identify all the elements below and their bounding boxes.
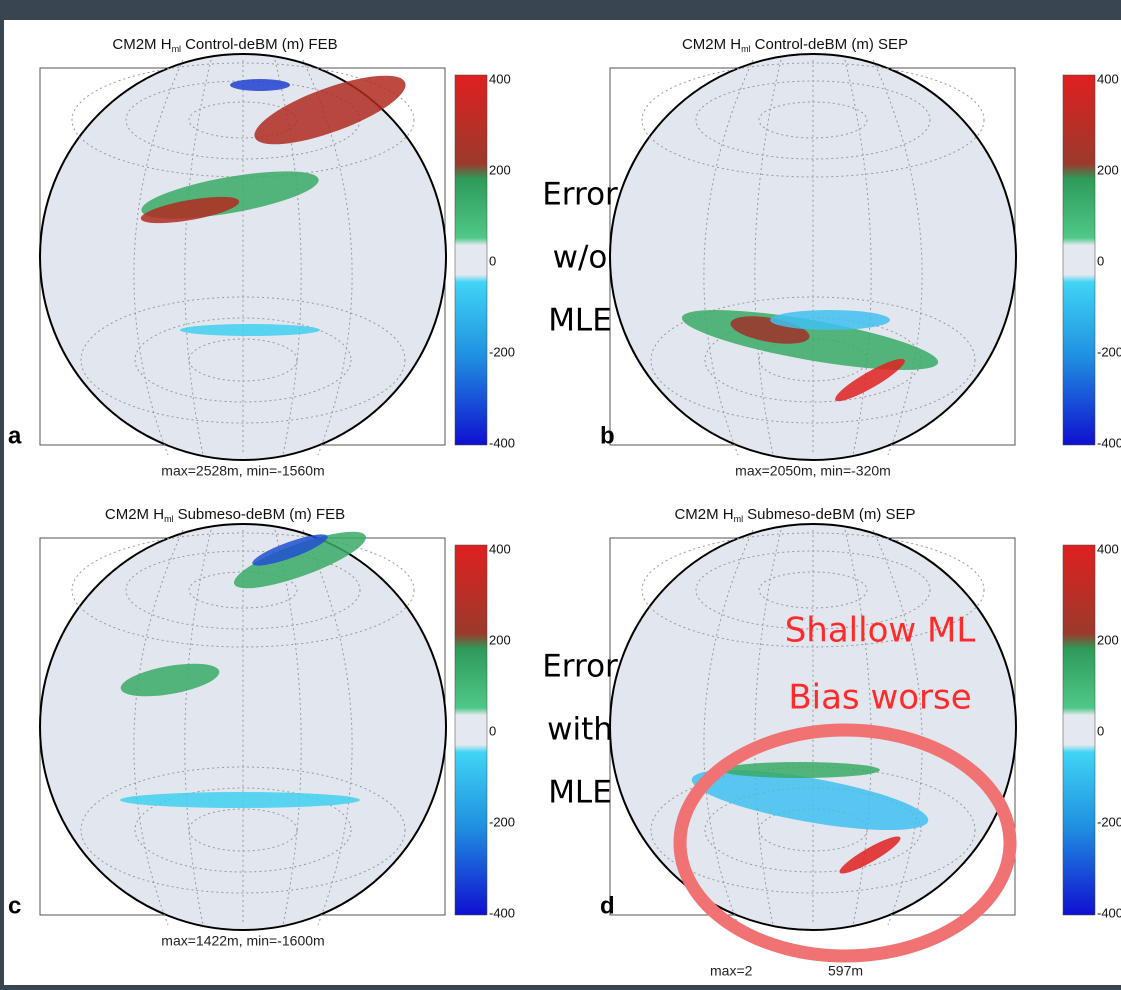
panel-stats: max=1422m, min=-1600m	[161, 933, 324, 949]
grid-meridian	[133, 529, 184, 926]
colorbar	[1062, 74, 1096, 446]
panel-stats: 597m	[828, 963, 863, 979]
colorbar-label: 200	[1097, 162, 1119, 177]
anomaly-patch	[770, 310, 890, 330]
anomaly-patch	[233, 531, 367, 589]
panel-title: CM2M Hml Submeso-deBM (m) SEP	[674, 506, 915, 524]
panel-title: CM2M Hml Control-deBM (m) SEP	[682, 36, 908, 54]
title-suffix: Submeso-deBM (m) FEB	[178, 506, 346, 523]
title-subscript: ml	[172, 44, 182, 54]
anomaly-patch	[691, 769, 929, 831]
grid-meridian	[703, 529, 754, 926]
grid-meridian	[302, 59, 353, 456]
colorbar-label: -200	[1097, 344, 1121, 359]
annotation: Error	[542, 177, 618, 213]
anomaly-patch	[254, 75, 406, 145]
grid-parallel	[71, 532, 415, 648]
panel-stats: max=2050m, min=-320m	[735, 463, 891, 479]
colorbar-label: -400	[489, 905, 515, 920]
grid-parallel	[641, 532, 985, 648]
annotation: w/o	[553, 240, 608, 276]
panel-letter: c	[8, 892, 21, 919]
grid-parallel	[650, 296, 976, 424]
colorbar-label: -200	[489, 344, 515, 359]
colorbar-label: 0	[1097, 253, 1104, 268]
grid-meridian	[872, 529, 923, 926]
colorbar-label: 400	[489, 541, 511, 556]
grid-parallel	[758, 571, 868, 609]
grid-parallel	[134, 787, 352, 873]
colorbar-label: 200	[489, 162, 511, 177]
colorbar-label: -400	[489, 435, 515, 450]
panel-stats: max=2	[710, 963, 753, 979]
colorbar	[454, 74, 488, 446]
panel-letter: b	[600, 422, 615, 449]
grid-parallel	[80, 766, 406, 894]
title-suffix: Control-deBM (m) FEB	[185, 36, 338, 53]
title-subscript: ml	[164, 514, 174, 524]
annotation: MLE	[548, 775, 612, 811]
anomaly-patch	[120, 792, 360, 808]
anomaly-patch	[180, 324, 320, 336]
grid-meridian	[302, 529, 353, 926]
colorbar-label: 0	[489, 723, 496, 738]
grid-parallel	[758, 101, 868, 139]
title-prefix: CM2M H	[105, 506, 164, 523]
slide-edge	[0, 20, 4, 985]
anomaly-patch	[252, 534, 328, 566]
colorbar	[454, 544, 488, 916]
colorbar-label: -200	[489, 814, 515, 829]
grid-meridian	[133, 59, 184, 456]
annotation: MLE	[548, 303, 612, 339]
panel: CM2M Hml Submeso-deBM (m) FEB 400 200 0 -200 -…	[8, 506, 515, 949]
grid-meridian	[703, 59, 754, 456]
title-subscript: ml	[741, 44, 751, 54]
grid-meridian	[872, 59, 923, 456]
title-subscript: ml	[734, 514, 744, 524]
panel-title: CM2M Hml Control-deBM (m) FEB	[112, 36, 337, 54]
colorbar-label: 0	[489, 253, 496, 268]
panel: CM2M Hml Control-deBM (m) FEB 400 200 0 -200 -…	[8, 36, 515, 479]
colorbar-label: -400	[1097, 905, 1121, 920]
title-suffix: Control-deBM (m) SEP	[755, 36, 908, 53]
panel-stats: max=2528m, min=-1560m	[161, 463, 324, 479]
annotation: with	[547, 712, 613, 748]
title-prefix: CM2M H	[682, 36, 741, 53]
highlight-ring	[673, 723, 1017, 963]
anomaly-patch	[140, 196, 240, 224]
colorbar-label: 400	[1097, 541, 1119, 556]
grid-parallel	[134, 317, 352, 403]
grid-parallel	[80, 296, 406, 424]
title-prefix: CM2M H	[674, 506, 733, 523]
anomaly-patch	[120, 663, 220, 697]
colorbar-label: 200	[1097, 632, 1119, 647]
annotation: Error	[542, 649, 618, 685]
anomaly-patch	[839, 836, 901, 874]
grid-parallel	[641, 62, 985, 178]
colorbar-label: -200	[1097, 814, 1121, 829]
panel-title: CM2M Hml Submeso-deBM (m) FEB	[105, 506, 345, 524]
colorbar	[1062, 544, 1096, 916]
panel-letter: d	[600, 892, 615, 919]
anomaly-patch	[720, 762, 880, 778]
panel-letter: a	[8, 422, 22, 449]
title-prefix: CM2M H	[112, 36, 171, 53]
anomaly-patch	[835, 358, 905, 402]
panel: CM2M Hml Control-deBM (m) SEP 400 200 0 -200 -…	[600, 36, 1121, 479]
colorbar-label: 400	[489, 71, 511, 86]
colorbar-label: 400	[1097, 71, 1119, 86]
highlight-text: Shallow ML	[785, 611, 976, 651]
title-suffix: Submeso-deBM (m) SEP	[747, 506, 915, 523]
anomaly-patch	[230, 79, 290, 91]
colorbar-label: 0	[1097, 723, 1104, 738]
colorbar-label: -400	[1097, 435, 1121, 450]
highlight-text: Bias worse	[788, 678, 971, 718]
colorbar-label: 200	[489, 632, 511, 647]
